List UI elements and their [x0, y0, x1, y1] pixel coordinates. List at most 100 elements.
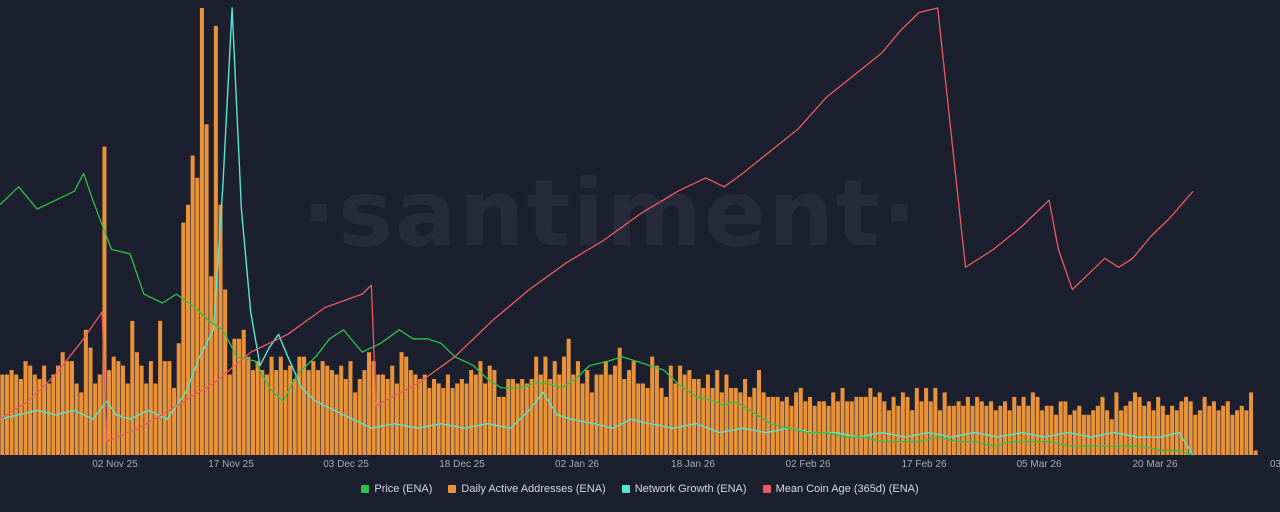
legend-item-price[interactable]: Price (ENA) [361, 483, 432, 495]
daa-bar [1109, 419, 1114, 455]
daa-bar [557, 374, 562, 455]
daa-bar [107, 370, 112, 455]
daa-bar [1077, 405, 1082, 455]
daa-bar [877, 392, 882, 455]
daa-bar [1239, 405, 1244, 455]
daa-bar [626, 370, 632, 455]
daa-bar [357, 379, 362, 455]
daa-bar [1142, 405, 1147, 455]
daa-bar [928, 401, 933, 455]
daa-bar [1012, 396, 1017, 455]
daa-bar [1249, 392, 1254, 455]
daa-bar [483, 383, 488, 455]
daa-bar [715, 370, 720, 455]
daa-bar [993, 410, 998, 455]
daa-bar [88, 347, 93, 455]
daa-bar [933, 387, 938, 455]
daa-bar [631, 361, 636, 455]
daa-bar [492, 370, 497, 455]
daa-bar [181, 222, 186, 455]
daa-bar [1132, 392, 1137, 455]
x-tick-label: 05 Mar 26 [1016, 459, 1061, 470]
daa-bar [380, 374, 385, 455]
daa-bar [237, 338, 242, 455]
daa-bar [278, 356, 283, 455]
daa-bar [274, 370, 279, 455]
daa-bar [784, 396, 789, 455]
daa-bar [283, 370, 288, 455]
santiment-watermark: ·santiment· [301, 160, 918, 267]
daa-bar [139, 365, 144, 455]
legend-swatch-mean-coin-age [762, 485, 771, 493]
daa-bar [32, 374, 37, 455]
daa-bar [1058, 401, 1063, 455]
daa-bar [873, 396, 878, 455]
daa-bar [134, 352, 139, 455]
daa-bar [28, 365, 33, 455]
daa-bar [650, 356, 655, 455]
daa-bar [733, 387, 738, 455]
daa-bar [1235, 410, 1240, 455]
daa-bar [204, 124, 209, 455]
daa-bar [362, 370, 367, 455]
daa-bar [1044, 405, 1049, 455]
daa-bar [445, 374, 450, 455]
daa-bar [37, 379, 42, 455]
daa-bar [288, 365, 293, 455]
daa-bar [575, 361, 580, 455]
daa-bar [1179, 401, 1184, 455]
daa-bar [116, 361, 121, 455]
legend-label-mean-coin-age: Mean Coin Age (365d) (ENA) [775, 483, 919, 495]
daa-bar [585, 370, 590, 455]
daa-bar [1230, 414, 1235, 455]
daa-bar [543, 356, 548, 455]
daa-bar [910, 410, 915, 455]
daa-bar [408, 370, 413, 455]
daa-bar [432, 379, 437, 455]
daa-bar [1225, 401, 1230, 455]
x-tick-label: 17 Feb 26 [901, 459, 946, 470]
legend-swatch-price [361, 485, 370, 493]
daa-bar [1193, 414, 1198, 455]
daa-bar [60, 352, 65, 455]
daa-bar [701, 387, 706, 455]
daa-bar [761, 392, 766, 455]
daa-bar [162, 361, 167, 455]
daa-bar [376, 374, 381, 455]
daa-bar [882, 401, 887, 455]
daa-bar [719, 392, 724, 455]
x-tick-label: 02 Jan 26 [555, 459, 599, 470]
x-tick-label: 18 Jan 26 [671, 459, 715, 470]
daa-bar [808, 396, 813, 455]
legend-swatch-network-growth [621, 485, 630, 493]
daa-bar [561, 356, 567, 455]
daa-bar [538, 374, 543, 455]
daa-bar [422, 374, 427, 455]
daa-bar [1072, 410, 1077, 455]
daa-bar [1170, 405, 1175, 455]
daa-bar [418, 379, 423, 455]
daa-bar [984, 405, 989, 455]
daa-bar [599, 374, 604, 455]
daa-bar [394, 383, 399, 455]
daa-bar [1067, 414, 1073, 455]
daa-bar [1049, 405, 1054, 455]
daa-bar [510, 379, 515, 455]
series-lines [0, 7, 1194, 456]
daa-bar [487, 365, 492, 455]
legend-item-mean-coin-age[interactable]: Mean Coin Age (365d) (ENA) [762, 483, 919, 495]
daa-bar [144, 383, 149, 455]
daa-bar [743, 379, 748, 455]
daa-bar [227, 374, 232, 455]
price-line [0, 172, 1194, 456]
chart-legend: Price (ENA) Daily Active Addresses (ENA)… [0, 483, 1280, 495]
legend-item-daily-active-addresses[interactable]: Daily Active Addresses (ENA) [448, 483, 606, 495]
daa-bar [255, 361, 260, 455]
daa-bar [371, 361, 376, 455]
daa-bar [1081, 414, 1086, 455]
daa-bar [93, 383, 98, 455]
daa-bar [65, 361, 70, 455]
legend-item-network-growth[interactable]: Network Growth (ENA) [621, 483, 747, 495]
daa-bar [845, 401, 850, 455]
daa-bar [302, 356, 307, 455]
